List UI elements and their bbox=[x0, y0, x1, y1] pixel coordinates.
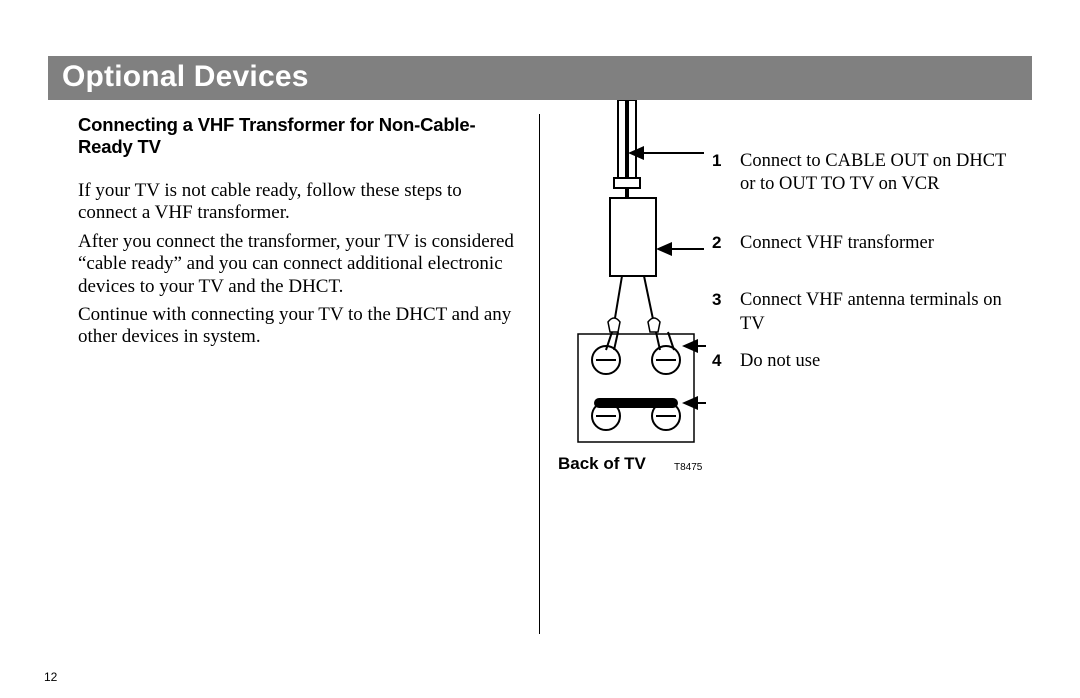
step-item: 1 Connect to CABLE OUT on DHCT or to OUT… bbox=[712, 150, 1022, 196]
step-text: Connect VHF transformer bbox=[740, 232, 1022, 255]
step-item: 3 Connect VHF antenna terminals on TV bbox=[712, 289, 1022, 335]
step-item: 2 Connect VHF transformer bbox=[712, 232, 1022, 255]
step-number: 3 bbox=[712, 289, 730, 310]
back-of-tv-label: Back of TV bbox=[558, 454, 646, 474]
step-list: 1 Connect to CABLE OUT on DHCT or to OUT… bbox=[712, 150, 1022, 409]
right-column: 1 Connect to CABLE OUT on DHCT or to OUT… bbox=[540, 114, 1032, 634]
step-number: 1 bbox=[712, 150, 730, 171]
step-text: Connect to CABLE OUT on DHCT or to OUT T… bbox=[740, 150, 1022, 196]
body-paragraph: Continue with connecting your TV to the … bbox=[78, 304, 517, 349]
left-column: Connecting a VHF Transformer for Non-Cab… bbox=[48, 114, 540, 634]
step-number: 2 bbox=[712, 232, 730, 253]
step-number: 4 bbox=[712, 350, 730, 371]
figure-code: T8475 bbox=[674, 462, 702, 473]
body-text: If your TV is not cable ready, follow th… bbox=[78, 180, 517, 349]
section-title: Optional Devices bbox=[62, 60, 309, 93]
page-number: 12 bbox=[44, 670, 57, 684]
subheading: Connecting a VHF Transformer for Non-Cab… bbox=[78, 114, 517, 158]
step-item: 4 Do not use bbox=[712, 350, 1022, 373]
step-text: Connect VHF antenna terminals on TV bbox=[740, 289, 1022, 335]
section-title-bar: Optional Devices bbox=[48, 56, 1032, 100]
body-paragraph: After you connect the transformer, your … bbox=[78, 231, 517, 298]
body-paragraph: If your TV is not cable ready, follow th… bbox=[78, 180, 517, 225]
two-column-layout: Connecting a VHF Transformer for Non-Cab… bbox=[48, 114, 1032, 634]
step-text: Do not use bbox=[740, 350, 1022, 373]
